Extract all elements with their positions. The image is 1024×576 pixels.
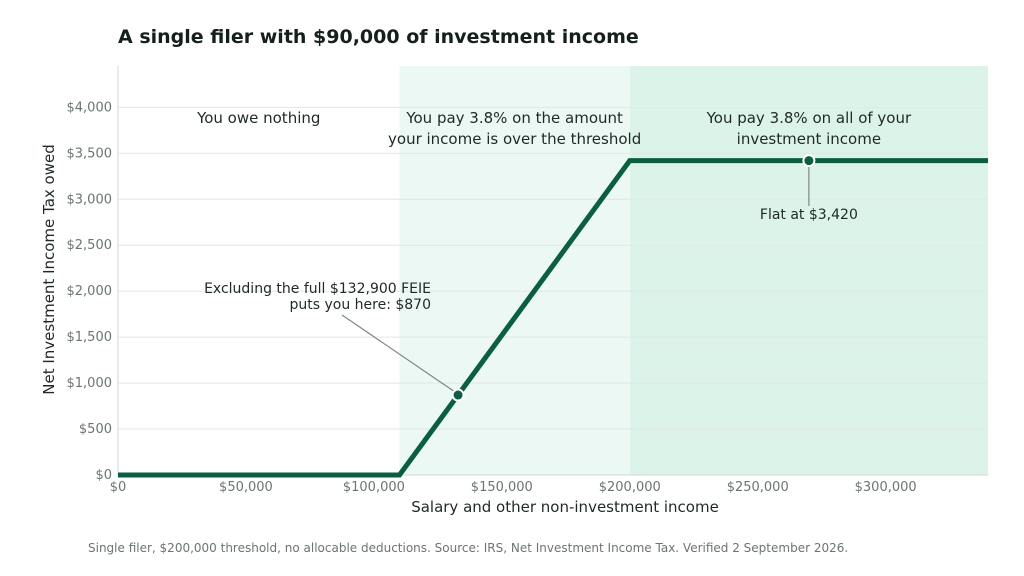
shaded-regions bbox=[399, 66, 988, 475]
region-label-3: You pay 3.8% on all of your bbox=[706, 109, 912, 127]
axes: $0 $500 $1,000 $1,500 $2,000 $2,500 $3,000 $3,5… bbox=[40, 66, 988, 516]
y-tick-label: $3,500 bbox=[67, 146, 113, 161]
region-label-1: You owe nothing bbox=[196, 109, 320, 127]
source-note: Single filer, $200,000 threshold, no all… bbox=[88, 541, 849, 555]
chart-title: A single filer with $90,000 of investmen… bbox=[118, 26, 639, 48]
y-tick-label: $0 bbox=[95, 468, 112, 483]
flat-point-marker bbox=[802, 154, 816, 168]
x-axis-title: Salary and other non-investment income bbox=[411, 498, 719, 516]
y-axis-title: Net Investment Income Tax owed bbox=[40, 144, 58, 395]
x-tick-label: $150,000 bbox=[471, 480, 533, 495]
region-label-3: investment income bbox=[737, 130, 881, 148]
annotation-feie-text: Excluding the full $132,900 FEIE bbox=[204, 281, 431, 297]
y-tick-label: $1,500 bbox=[67, 330, 113, 345]
x-tick-label: $200,000 bbox=[599, 480, 661, 495]
chart-labels: You owe nothing You pay 3.8% on the amoun… bbox=[196, 109, 912, 402]
x-tick-label: $300,000 bbox=[855, 480, 917, 495]
annotation-flat-text: Flat at $3,420 bbox=[760, 207, 858, 223]
region-band-2 bbox=[399, 66, 630, 475]
region-label-2: You pay 3.8% on the amount bbox=[405, 109, 623, 127]
x-tick-label: $100,000 bbox=[343, 480, 405, 495]
region-band-3 bbox=[629, 66, 988, 475]
feie-point-marker bbox=[451, 388, 465, 402]
x-tick-label: $250,000 bbox=[727, 480, 789, 495]
x-tick-label: $0 bbox=[110, 480, 127, 495]
annotation-feie-text: puts you here: $870 bbox=[289, 297, 431, 313]
x-tick-label: $50,000 bbox=[219, 480, 273, 495]
y-tick-label: $2,000 bbox=[67, 284, 113, 299]
y-tick-label: $3,000 bbox=[67, 192, 113, 207]
y-tick-label: $1,000 bbox=[67, 376, 113, 391]
region-label-2: your income is over the threshold bbox=[388, 130, 641, 148]
y-tick-label: $2,500 bbox=[67, 238, 113, 253]
annotation-leader-feie bbox=[341, 314, 456, 393]
y-tick-label: $500 bbox=[79, 422, 112, 437]
y-tick-label: $4,000 bbox=[67, 100, 113, 115]
